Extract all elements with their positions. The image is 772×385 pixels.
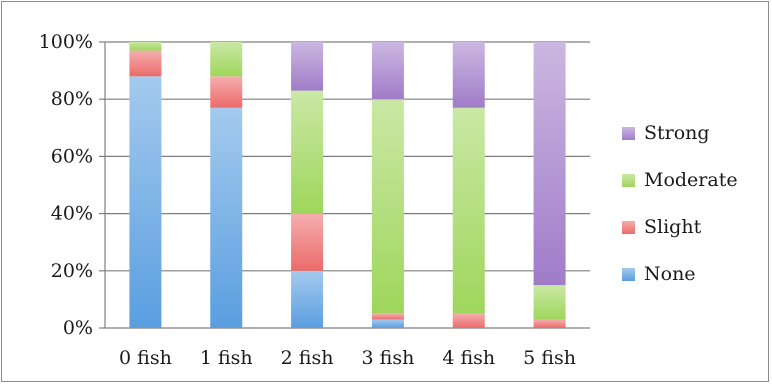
bar-none-1-fish — [210, 107, 243, 328]
x-tick-label: 4 fish — [442, 347, 495, 369]
x-tick-label: 3 fish — [362, 347, 415, 369]
legend-label-slight: Slight — [644, 216, 702, 238]
x-tick-label: 1 fish — [200, 347, 253, 369]
bar-moderate-3-fish — [371, 99, 404, 314]
bar-none-2-fish — [291, 270, 324, 328]
x-tick-label: 2 fish — [281, 347, 334, 369]
legend-swatch-slight — [622, 221, 635, 234]
legend-label-strong: Strong — [644, 122, 710, 144]
y-tick-label: 0% — [63, 317, 93, 339]
bar-slight-0-fish — [129, 50, 162, 77]
bar-slight-1-fish — [210, 76, 243, 108]
legend-swatch-moderate — [622, 174, 635, 187]
bar-strong-5-fish — [533, 42, 566, 286]
bar-none-3-fish — [371, 319, 404, 328]
legend-label-none: None — [644, 263, 696, 285]
bar-moderate-4-fish — [452, 107, 485, 314]
y-tick-label: 60% — [51, 145, 93, 167]
y-tick-label: 80% — [51, 88, 93, 110]
bar-moderate-5-fish — [533, 285, 566, 320]
bar-moderate-0-fish — [129, 42, 162, 51]
bar-slight-4-fish — [452, 313, 485, 328]
bar-strong-4-fish — [452, 42, 485, 108]
legend-swatch-none — [622, 268, 635, 281]
y-tick-label: 40% — [51, 203, 93, 225]
bar-none-0-fish — [129, 76, 162, 328]
bar-slight-3-fish — [371, 313, 404, 320]
y-tick-label: 100% — [39, 31, 93, 53]
bar-slight-2-fish — [291, 213, 324, 271]
legend-label-moderate: Moderate — [644, 169, 738, 191]
legend-swatch-strong — [622, 127, 635, 140]
bar-moderate-2-fish — [291, 90, 324, 214]
x-tick-label: 5 fish — [523, 347, 576, 369]
bar-slight-5-fish — [533, 319, 566, 328]
bar-strong-3-fish — [371, 42, 404, 100]
bar-strong-2-fish — [291, 42, 324, 91]
bar-moderate-1-fish — [210, 42, 243, 77]
x-tick-label: 0 fish — [119, 347, 172, 369]
y-tick-label: 20% — [51, 260, 93, 282]
